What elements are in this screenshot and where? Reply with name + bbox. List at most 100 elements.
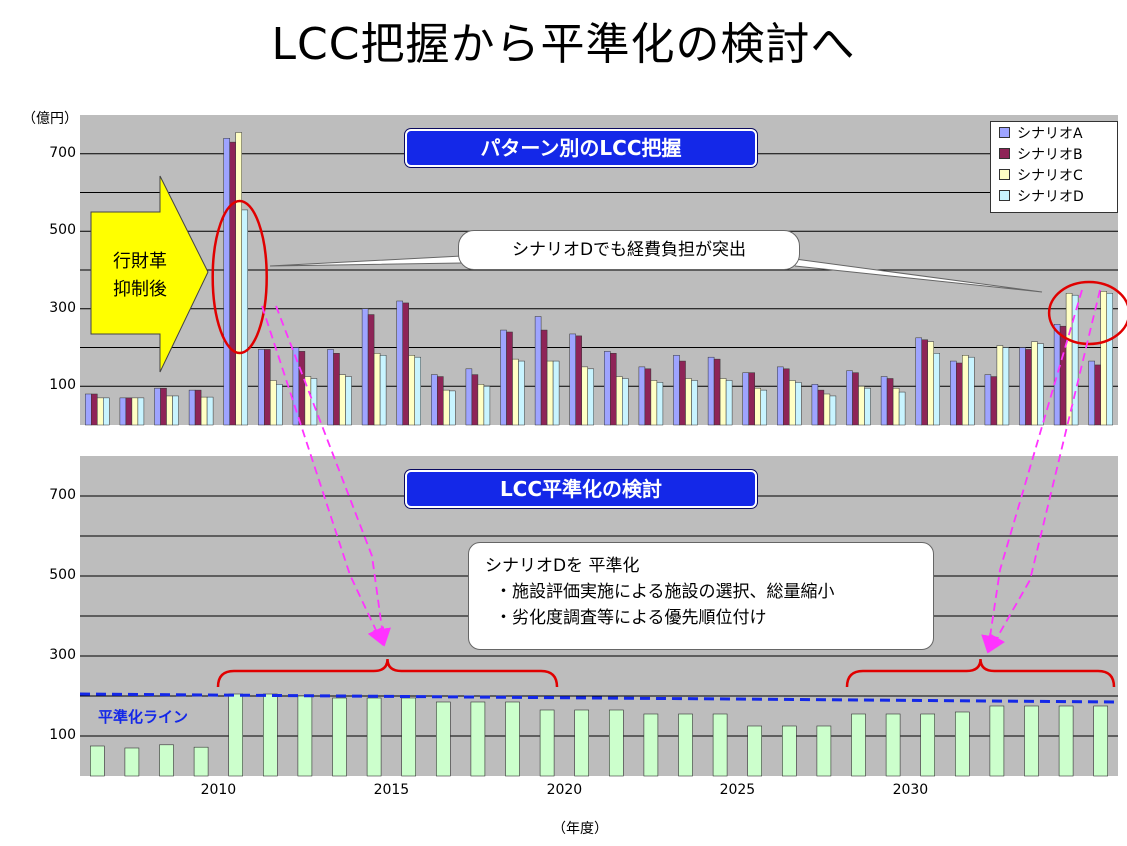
- callout-pointer-right: [794, 258, 1043, 293]
- bar-a-2009: [188, 389, 196, 426]
- bar-c-2024: [719, 378, 727, 426]
- bar-d-2024: [725, 380, 733, 426]
- level-bar-2035: [1093, 705, 1108, 777]
- level-bar-2025: [747, 725, 763, 777]
- arrow-label-line-1: 行財革: [113, 251, 167, 272]
- bar-d-2014: [379, 355, 387, 426]
- x-tick-label: 2015: [373, 782, 410, 798]
- level-line: [79, 692, 1119, 704]
- level-bar-2018: [505, 701, 520, 777]
- level-bar-2029: [885, 713, 901, 777]
- arrow-label: 行財革 抑制後: [104, 248, 176, 304]
- bar-a-2023: [673, 355, 680, 426]
- bar-b-2023: [679, 360, 686, 426]
- bar-b-2030: [921, 339, 928, 426]
- bar-d-2033: [1037, 343, 1044, 426]
- bar-a-2006: [85, 393, 92, 426]
- bar-b-2026: [783, 368, 790, 426]
- bar-b-2031: [956, 362, 963, 426]
- bar-b-2022: [644, 368, 652, 426]
- bar-c-2015: [408, 355, 415, 426]
- bar-d-2022: [656, 382, 664, 426]
- bar-a-2007: [119, 397, 127, 426]
- bar-b-2008: [160, 387, 167, 426]
- y-tick-label: 700: [49, 144, 76, 161]
- bar-c-2029: [892, 387, 900, 426]
- top-callout: シナリオDでも経費負担が突出: [458, 230, 800, 270]
- bar-d-2028: [864, 387, 871, 426]
- bar-a-2026: [777, 366, 784, 426]
- bar-c-2018: [512, 358, 519, 426]
- bar-c-2021: [616, 376, 623, 426]
- bar-a-2033: [1019, 347, 1026, 426]
- y-tick-label: 500: [49, 222, 76, 239]
- x-tick-label: 2010: [200, 782, 237, 798]
- bottom-callout-line-2: ・劣化度調査等による優先順位付け: [495, 608, 767, 628]
- bar-d-2013: [345, 376, 352, 426]
- y-tick-label: 100: [49, 727, 76, 743]
- bar-d-2009: [206, 396, 214, 426]
- level-bar-2008: [159, 744, 174, 777]
- level-bar-2020: [574, 709, 590, 777]
- bar-b-2018: [506, 331, 513, 426]
- level-bar-2017: [470, 701, 486, 777]
- magenta-arrow-left-b: [275, 305, 391, 647]
- legend-label-b: シナリオB: [1017, 146, 1083, 163]
- level-bar-2016: [435, 701, 451, 777]
- bar-d-2006: [103, 397, 110, 426]
- bar-d-2029: [898, 391, 906, 426]
- bottom-callout-line-1: ・施設評価実施による施設の選択、総量縮小: [495, 582, 835, 602]
- bar-a-2010: [223, 138, 230, 426]
- bottom-panel-banner: LCC平準化の検討: [405, 470, 757, 508]
- bar-a-2025: [742, 372, 749, 426]
- bar-d-2031: [968, 356, 975, 426]
- level-bar-2034: [1058, 705, 1074, 777]
- legend-item-c: シナリオC: [991, 164, 1117, 185]
- bar-c-2011: [270, 380, 277, 426]
- y-tick-label: 500: [49, 567, 76, 583]
- bar-d-2016: [449, 390, 456, 426]
- bottom-callout: シナリオDを 平準化 ・施設評価実施による施設の選択、総量縮小 ・劣化度調査等に…: [468, 542, 934, 650]
- level-line-label: 平準化ライン: [98, 708, 189, 726]
- bar-d-2011: [276, 384, 283, 426]
- bar-a-2014: [361, 308, 369, 426]
- bar-a-2031: [950, 360, 957, 426]
- bar-c-2009: [200, 396, 208, 426]
- bar-a-2022: [638, 366, 646, 426]
- level-bar-2009: [193, 746, 209, 777]
- magenta-arrow-right-b: [988, 289, 1101, 654]
- level-bar-2012: [297, 695, 313, 777]
- level-bar-2023: [678, 713, 693, 777]
- bar-c-2026: [789, 380, 796, 426]
- level-bar-2032: [989, 705, 1005, 777]
- level-bar-2011: [262, 693, 278, 777]
- bar-b-2020: [575, 335, 582, 426]
- level-bar-2028: [851, 713, 866, 777]
- bar-c-2028: [858, 386, 865, 426]
- bar-b-2021: [610, 353, 617, 426]
- bar-c-2034: [1065, 293, 1073, 426]
- level-bar-2033: [1024, 705, 1039, 777]
- legend-swatch-c: [999, 169, 1010, 180]
- bar-d-2026: [795, 382, 802, 426]
- bar-d-2008: [172, 395, 179, 426]
- bar-c-2020: [581, 366, 588, 426]
- bar-c-2016: [443, 389, 450, 426]
- y-axis-unit: （億円）: [22, 111, 78, 127]
- bar-b-2016: [437, 376, 444, 426]
- bar-d-2023: [691, 380, 698, 426]
- bar-b-2006: [91, 393, 98, 426]
- bar-b-2024: [713, 358, 721, 426]
- bar-c-2022: [650, 380, 658, 426]
- legend-item-d: シナリオD: [991, 185, 1117, 206]
- bar-c-2030: [927, 341, 934, 426]
- legend-label-d: シナリオD: [1017, 188, 1084, 205]
- bar-c-2013: [339, 374, 346, 426]
- top-panel-banner: パターン別のLCC把握: [405, 129, 757, 167]
- level-bar-2006: [90, 745, 105, 777]
- bar-a-2024: [707, 356, 715, 426]
- bar-b-2014: [367, 314, 375, 426]
- bar-a-2021: [604, 351, 611, 426]
- bar-d-2025: [760, 389, 767, 426]
- bar-b-2015: [402, 302, 409, 426]
